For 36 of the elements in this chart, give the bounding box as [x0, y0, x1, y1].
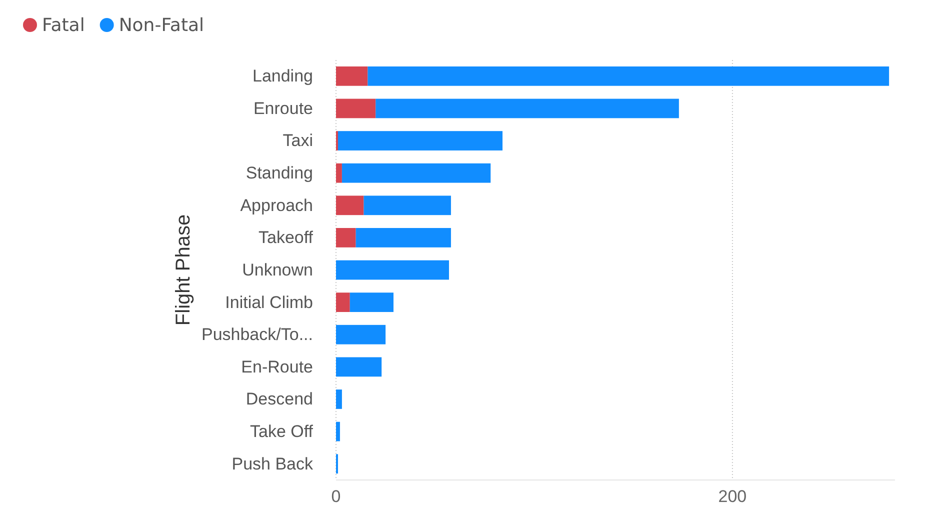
y-tick-label: Taxi — [282, 131, 313, 150]
legend-label: Fatal — [42, 15, 85, 36]
y-tick-label: Unknown — [242, 260, 313, 280]
bar — [376, 98, 679, 118]
bar — [336, 98, 376, 118]
y-tick-label: Standing — [246, 164, 313, 183]
y-axis-title: Flight Phase — [172, 214, 194, 326]
y-tick-label: En-Route — [241, 357, 313, 376]
y-tick-label: Approach — [240, 196, 313, 215]
y-tick-label: Landing — [252, 66, 313, 86]
x-tick-label: 0 — [331, 487, 341, 506]
bar — [336, 228, 356, 248]
y-tick-label: Descend — [246, 390, 313, 409]
bar — [336, 390, 342, 409]
bar — [336, 260, 449, 280]
bar — [336, 324, 386, 344]
y-tick-label: Enroute — [253, 98, 313, 118]
y-tick-label: Take Off — [250, 422, 314, 441]
bar — [336, 66, 368, 86]
y-tick-label: Initial Climb — [225, 292, 313, 312]
bar — [336, 422, 340, 442]
bar — [338, 131, 503, 150]
bar — [336, 163, 342, 183]
bar — [336, 357, 382, 377]
legend-label: Non-Fatal — [118, 15, 204, 36]
bar — [350, 292, 394, 312]
bar — [368, 66, 890, 86]
y-tick-label: Pushback/To... — [201, 325, 313, 344]
bar — [356, 228, 451, 248]
y-tick-label: Takeoff — [258, 228, 314, 248]
x-tick-label: 200 — [718, 487, 747, 506]
bar — [342, 163, 491, 183]
y-tick-label: Push Back — [232, 454, 314, 474]
bar — [364, 196, 451, 216]
bar — [336, 196, 364, 216]
bar — [336, 292, 350, 312]
